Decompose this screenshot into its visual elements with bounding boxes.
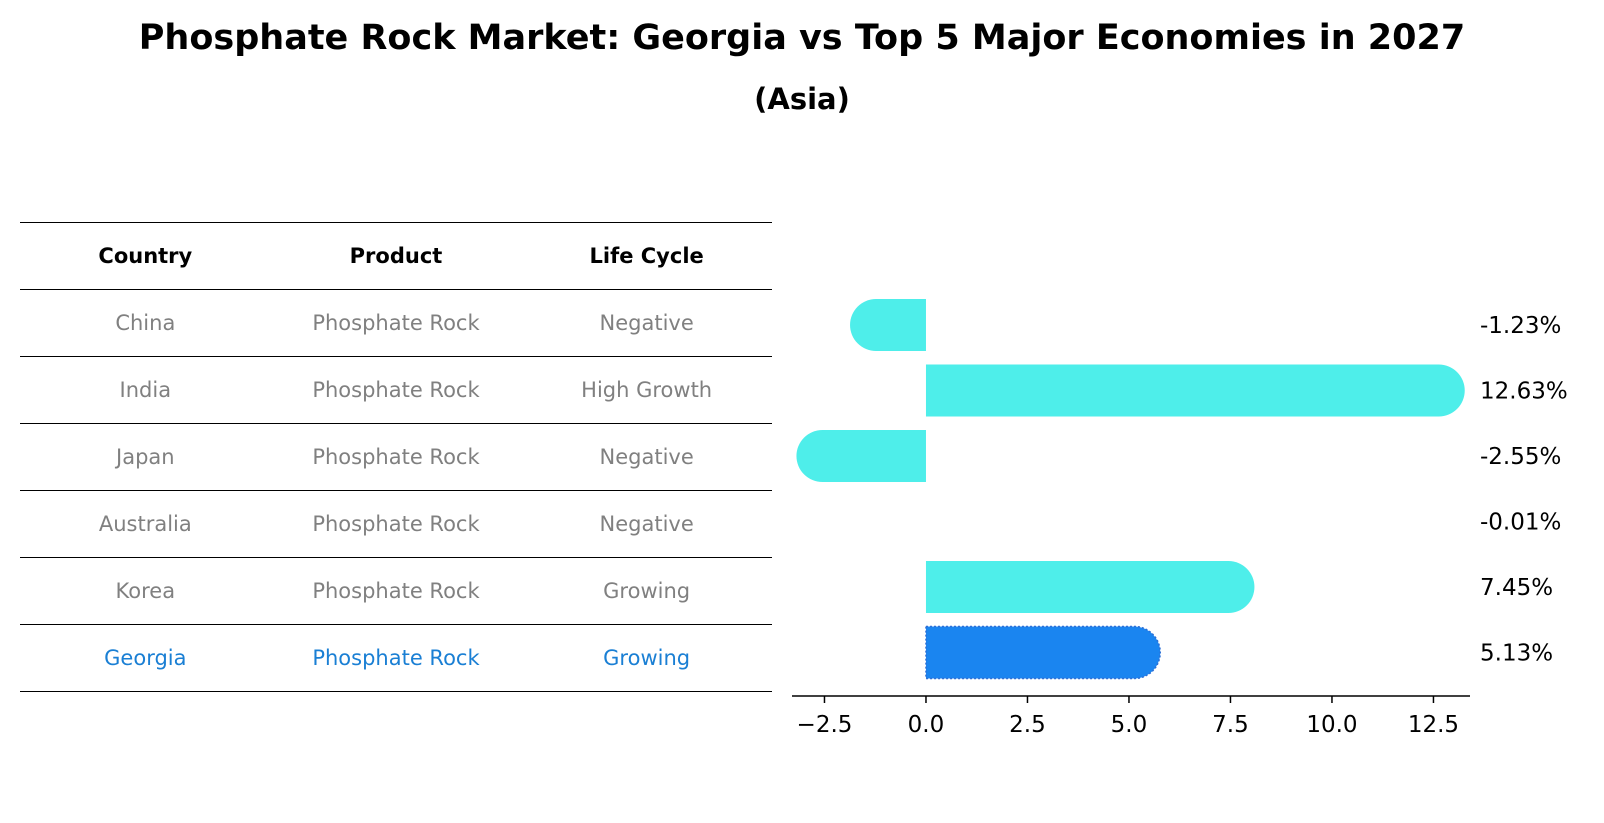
bar-value-label: -1.23% bbox=[1480, 313, 1561, 339]
table-cell-country: Australia bbox=[98, 512, 192, 536]
bar bbox=[925, 561, 1255, 613]
table-cell-life-cycle: Growing bbox=[603, 579, 691, 603]
table-row-highlighted: Georgia Phosphate Rock Growing bbox=[20, 625, 772, 692]
table-cell-life-cycle: High Growth bbox=[581, 378, 713, 402]
bar-value-label: 5.13% bbox=[1480, 641, 1553, 667]
table-header-country: Country bbox=[98, 244, 193, 268]
table-cell-country: India bbox=[119, 378, 172, 402]
table-cell-life-cycle: Negative bbox=[599, 512, 694, 536]
table-cell-product: Phosphate Rock bbox=[312, 378, 480, 402]
bar bbox=[850, 299, 926, 351]
table-row: Japan Phosphate Rock Negative bbox=[20, 424, 772, 491]
table-row: Australia Phosphate Rock Negative bbox=[20, 491, 772, 558]
x-tick-label: 7.5 bbox=[1212, 712, 1249, 738]
table-cell-product: Phosphate Rock bbox=[312, 311, 480, 335]
table-cell-country: Japan bbox=[116, 445, 175, 469]
x-tick-label: 0.0 bbox=[908, 712, 945, 738]
table-cell-product: Phosphate Rock bbox=[312, 445, 480, 469]
table-cell-product: Phosphate Rock bbox=[312, 512, 480, 536]
bar-value-label: 7.45% bbox=[1480, 575, 1553, 601]
bar bbox=[925, 364, 1465, 417]
bar-value-label: -0.01% bbox=[1480, 510, 1561, 536]
table-row: India Phosphate Rock High Growth bbox=[20, 357, 772, 424]
table-cell-product: Phosphate Rock bbox=[312, 646, 480, 670]
bar-highlighted bbox=[925, 625, 1161, 680]
chart-title: Phosphate Rock Market: Georgia vs Top 5 … bbox=[138, 18, 1466, 58]
bar-value-label: 12.63% bbox=[1480, 379, 1568, 405]
x-tick-label: 10.0 bbox=[1306, 712, 1357, 738]
table-row: Korea Phosphate Rock Growing bbox=[20, 558, 772, 625]
table-cell-country: China bbox=[115, 311, 176, 335]
table-cell-product: Phosphate Rock bbox=[312, 579, 480, 603]
table-header-life-cycle: Life Cycle bbox=[589, 244, 704, 268]
table-cell-country: Korea bbox=[115, 579, 176, 603]
data-table: Country Product Life Cycle China Phospha… bbox=[20, 222, 772, 692]
table-row: China Phosphate Rock Negative bbox=[20, 290, 772, 357]
x-tick-label: 2.5 bbox=[1009, 712, 1046, 738]
bar-value-label: -2.55% bbox=[1480, 444, 1561, 470]
table-cell-country: Georgia bbox=[104, 646, 187, 670]
chart-subtitle: (Asia) bbox=[754, 82, 850, 116]
table-header-row: Country Product Life Cycle bbox=[20, 222, 772, 290]
table-cell-life-cycle: Negative bbox=[599, 445, 694, 469]
bar bbox=[796, 430, 926, 482]
x-tick-label: −2.5 bbox=[797, 712, 853, 738]
table-cell-life-cycle: Growing bbox=[603, 646, 691, 670]
x-tick-label: 5.0 bbox=[1111, 712, 1148, 738]
table-header-product: Product bbox=[349, 244, 443, 268]
x-tick-label: 12.5 bbox=[1408, 712, 1459, 738]
table-cell-life-cycle: Negative bbox=[599, 311, 694, 335]
